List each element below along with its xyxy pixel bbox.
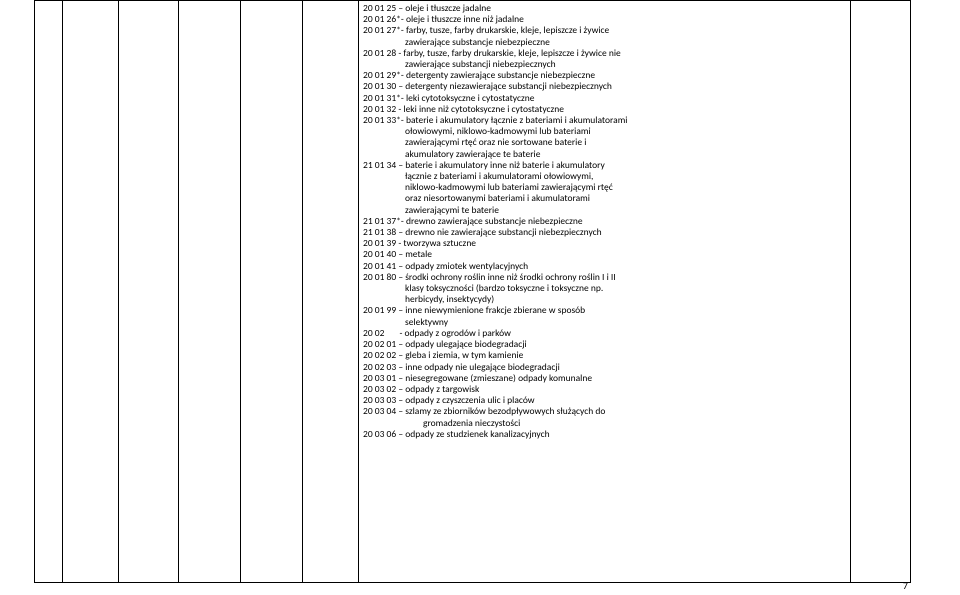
col6-cell [303, 1, 359, 583]
col5-cell [241, 1, 303, 583]
document-page: 20 01 25 – oleje i tłuszcze jadalne20 01… [0, 0, 960, 595]
col4-cell [179, 1, 241, 583]
content-cell: 20 01 25 – oleje i tłuszcze jadalne20 01… [359, 1, 851, 583]
content-line: oraz niesortowanymi bateriami i akumulat… [363, 193, 846, 204]
col3-cell [119, 1, 179, 583]
col2-cell [63, 1, 119, 583]
content-line: zawierającymi rtęć oraz nie sortowane ba… [363, 137, 846, 148]
content-line: 20 03 06 – odpady ze studzienek kanaliza… [363, 429, 846, 440]
table-row: 20 01 25 – oleje i tłuszcze jadalne20 01… [35, 1, 911, 583]
content-line: 20 01 27*- farby, tusze, farby drukarski… [363, 25, 846, 36]
page-number: 7 [903, 579, 908, 592]
col8-cell [851, 1, 911, 583]
content-line: 20 02 02 – gleba i ziemia, w tym kamieni… [363, 350, 846, 361]
content-line: 20 01 30 – detergenty niezawierające sub… [363, 81, 846, 92]
col1-cell [35, 1, 63, 583]
content-line: 20 01 40 – metale [363, 249, 846, 260]
content-line: 20 03 04 – szlamy ze zbiorników bezodpły… [363, 406, 846, 417]
content-line: 20 01 99 – inne niewymienione frakcje zb… [363, 305, 846, 316]
content-line: 20 01 39 - tworzywa sztuczne [363, 238, 846, 249]
content-table: 20 01 25 – oleje i tłuszcze jadalne20 01… [34, 0, 911, 583]
